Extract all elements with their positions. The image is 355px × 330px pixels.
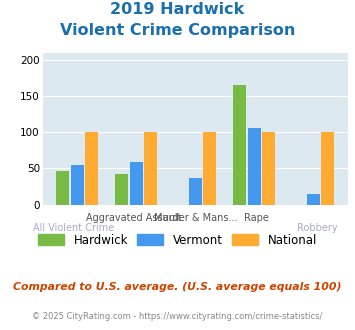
Text: All Violent Crime: All Violent Crime <box>33 223 114 233</box>
Bar <box>321 132 334 205</box>
Bar <box>130 162 143 205</box>
Text: Aggravated Assault: Aggravated Assault <box>86 213 182 223</box>
Text: Violent Crime Comparison: Violent Crime Comparison <box>60 23 295 38</box>
Text: © 2025 CityRating.com - https://www.cityrating.com/crime-statistics/: © 2025 CityRating.com - https://www.city… <box>32 312 323 321</box>
Bar <box>144 132 157 205</box>
Bar <box>71 165 84 205</box>
Bar <box>203 132 216 205</box>
Legend: Hardwick, Vermont, National: Hardwick, Vermont, National <box>33 229 322 251</box>
Bar <box>233 85 246 205</box>
Text: 2019 Hardwick: 2019 Hardwick <box>110 2 245 16</box>
Text: Compared to U.S. average. (U.S. average equals 100): Compared to U.S. average. (U.S. average … <box>13 282 342 292</box>
Text: Murder & Mans...: Murder & Mans... <box>153 213 237 223</box>
Bar <box>115 174 129 205</box>
Bar <box>262 132 275 205</box>
Bar <box>85 132 98 205</box>
Text: Robbery: Robbery <box>297 223 338 233</box>
Bar <box>248 128 261 205</box>
Text: Rape: Rape <box>244 213 269 223</box>
Bar <box>56 171 70 205</box>
Bar <box>189 178 202 205</box>
Bar <box>307 194 320 205</box>
